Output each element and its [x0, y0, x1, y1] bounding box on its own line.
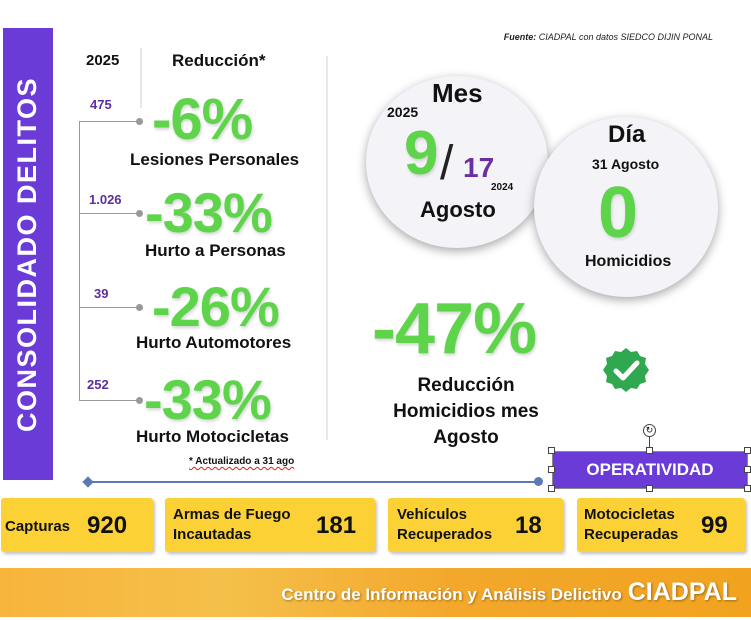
- crime-label: Hurto Automotores: [136, 333, 292, 352]
- tree-node-2: [136, 210, 143, 217]
- homicide-reduction-caption: Reducción Homicidios mes Agosto: [383, 373, 549, 451]
- tree-node-3: [136, 304, 143, 311]
- operatividad-box[interactable]: OPERATIVIDAD: [552, 451, 748, 489]
- resize-handle-right[interactable]: [744, 466, 751, 473]
- stat-label: Vehículos Recuperados: [397, 505, 492, 545]
- homicide-caption-line2: Homicidios mes: [393, 401, 539, 422]
- homicide-caption-line1: Reducción: [417, 375, 515, 396]
- crime-label: Lesiones Personales: [130, 150, 300, 169]
- stat-value: 181: [316, 512, 357, 539]
- day-circle: [534, 117, 718, 297]
- resize-handle-bottom[interactable]: [646, 485, 653, 492]
- stat-value: 18: [515, 512, 542, 539]
- stat-label-line2: Recuperados: [397, 526, 493, 543]
- timeline-end-marker: [534, 477, 543, 486]
- tree-branch-4: [79, 400, 139, 401]
- footer-text: Centro de Información y Análisis Delicti…: [281, 578, 737, 607]
- homicide-reduction-pct: -47%: [372, 289, 537, 369]
- header-year: 2025: [86, 52, 120, 69]
- month-circle: [366, 76, 548, 248]
- stat-card-armas: [165, 498, 375, 552]
- tree-node-1: [136, 118, 143, 125]
- stat-label: Armas de Fuego Incautadas: [173, 505, 291, 545]
- side-banner-title: CONSOLIDADO DELITOS: [12, 76, 43, 432]
- timeline-line: [88, 481, 538, 483]
- resize-handle-top-left[interactable]: [548, 447, 555, 454]
- day-circle-title: Día: [608, 121, 646, 148]
- rotate-handle-icon[interactable]: ↻: [643, 424, 656, 437]
- source-label: Fuente:: [503, 32, 537, 42]
- tree-branch-2: [79, 213, 139, 214]
- crime-base-value: 1.026: [89, 192, 122, 207]
- stat-card-motocicletas: [577, 498, 745, 552]
- source-text: CIADPAL con datos SIEDCO DIJIN PONAL: [536, 32, 713, 42]
- footer-center-name: Centro de Información y Análisis Delicti…: [281, 585, 622, 604]
- rotate-handle-stem: [649, 436, 650, 451]
- day-homicides-value: 0: [598, 173, 639, 253]
- tree-connector: [79, 121, 80, 400]
- stat-value: 920: [87, 512, 128, 539]
- update-note: * Actualizado a 31 ago: [189, 456, 294, 467]
- crime-reduction-pct: -26%: [152, 275, 280, 338]
- panel-divider-left: [140, 48, 142, 108]
- stat-label-line1: Armas de Fuego: [173, 506, 291, 523]
- timeline-start-marker: [82, 476, 94, 488]
- stat-value: 99: [701, 512, 728, 539]
- checkmark-badge-icon: [603, 348, 649, 392]
- stat-label: Motocicletas Recuperadas: [584, 505, 678, 545]
- homicide-caption-line3: Agosto: [433, 427, 499, 448]
- crime-base-value: 252: [87, 377, 109, 392]
- day-homicides-label: Homicidios: [585, 253, 672, 270]
- stat-card-vehiculos: [388, 498, 563, 552]
- stat-label-line2: Incautadas: [173, 526, 252, 543]
- day-date: 31 Agosto: [592, 156, 660, 172]
- month-year-current: 2025: [387, 104, 419, 120]
- side-banner: [3, 28, 53, 480]
- footer-banner: [0, 568, 751, 617]
- crime-label: Hurto Motocicletas: [136, 427, 290, 446]
- crime-base-value: 39: [94, 286, 109, 301]
- stat-label-line1: Motocicletas: [584, 506, 675, 523]
- source-note: Fuente: CIADPAL con datos SIEDCO DIJIN P…: [504, 32, 713, 42]
- stat-label-line1: Vehículos: [397, 506, 468, 523]
- month-name: Agosto: [420, 197, 496, 222]
- crime-reduction-pct: -6%: [152, 87, 253, 152]
- month-year-previous: 2024: [491, 182, 514, 193]
- month-circle-title: Mes: [432, 78, 483, 108]
- month-value-current: 9: [404, 119, 439, 188]
- footer-brand: CIADPAL: [627, 578, 737, 606]
- header-reduction: Reducción*: [172, 51, 266, 70]
- crime-reduction-pct: -33%: [144, 368, 272, 431]
- stat-card-capturas: [1, 498, 153, 552]
- stat-label: Capturas: [5, 518, 71, 535]
- crime-reduction-pct: -33%: [145, 181, 273, 244]
- month-value-previous: 17: [463, 152, 495, 183]
- resize-handle-top-right[interactable]: [744, 447, 751, 454]
- tree-branch-1: [79, 121, 139, 122]
- crime-base-value: 475: [90, 97, 112, 112]
- stat-label-line2: Recuperadas: [584, 526, 679, 543]
- month-separator: /: [440, 137, 454, 190]
- resize-handle-bottom-left[interactable]: [548, 485, 555, 492]
- panel-divider-right: [326, 56, 328, 440]
- side-banner-title-wrap: CONSOLIDADO DELITOS: [3, 28, 53, 480]
- tree-node-4: [136, 397, 143, 404]
- resize-handle-top[interactable]: [646, 447, 653, 454]
- tree-branch-3: [79, 307, 139, 308]
- crime-label: Hurto a Personas: [145, 241, 286, 260]
- resize-handle-bottom-right[interactable]: [744, 485, 751, 492]
- update-note-text: * Actualizado a 31 ago: [189, 456, 295, 467]
- resize-handle-left[interactable]: [548, 466, 555, 473]
